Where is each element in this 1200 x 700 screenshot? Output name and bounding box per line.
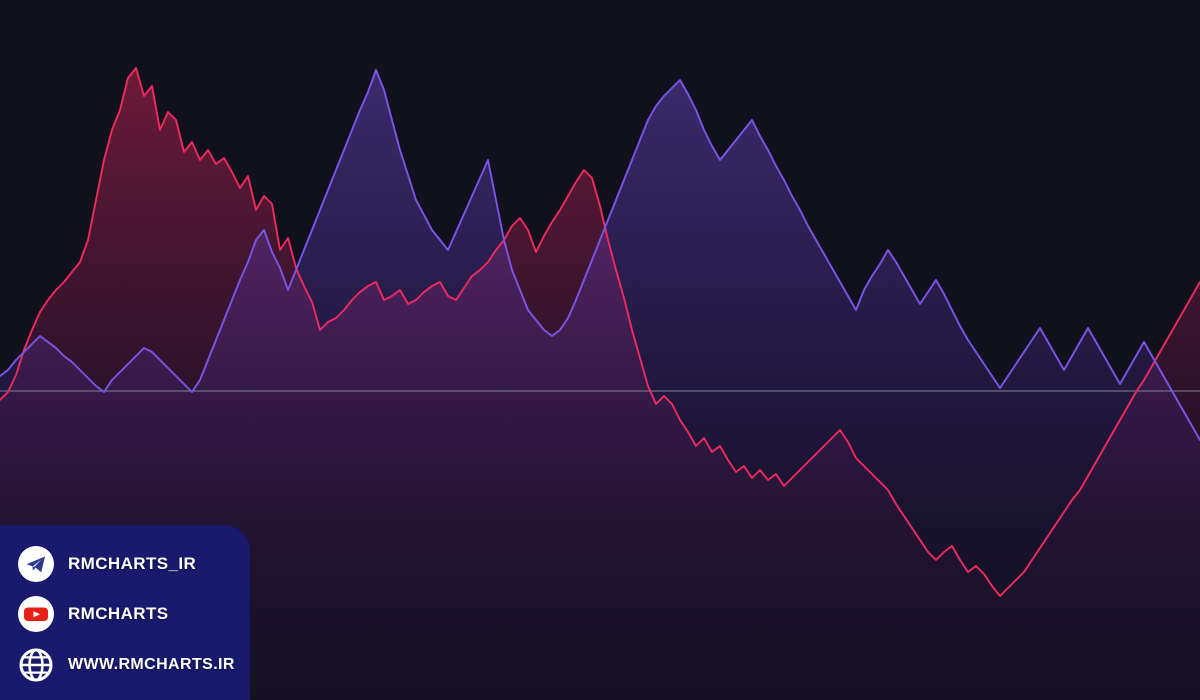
series-line-crimson [0,67,1200,597]
watermark-label-telegram: RMCHARTS_IR [68,554,197,574]
watermark-row-website[interactable]: WWW.RMCHARTS.IR [0,647,250,683]
telegram-icon [18,546,54,583]
watermark-label-website: WWW.RMCHARTS.IR [68,655,235,673]
area-fill-purple [0,70,1200,700]
series-line-purple [0,69,1200,441]
youtube-icon [18,596,54,633]
watermark-label-youtube: RMCHARTS [68,604,169,624]
series-area-fills [0,68,1200,700]
watermark-row-telegram[interactable]: RMCHARTS_IR [0,546,250,583]
series-lines [0,67,1200,597]
watermark-row-youtube[interactable]: RMCHARTS [0,596,250,633]
watermark-panel: RMCHARTS_IR RMCHARTS [0,525,250,700]
globe-icon [18,647,54,683]
